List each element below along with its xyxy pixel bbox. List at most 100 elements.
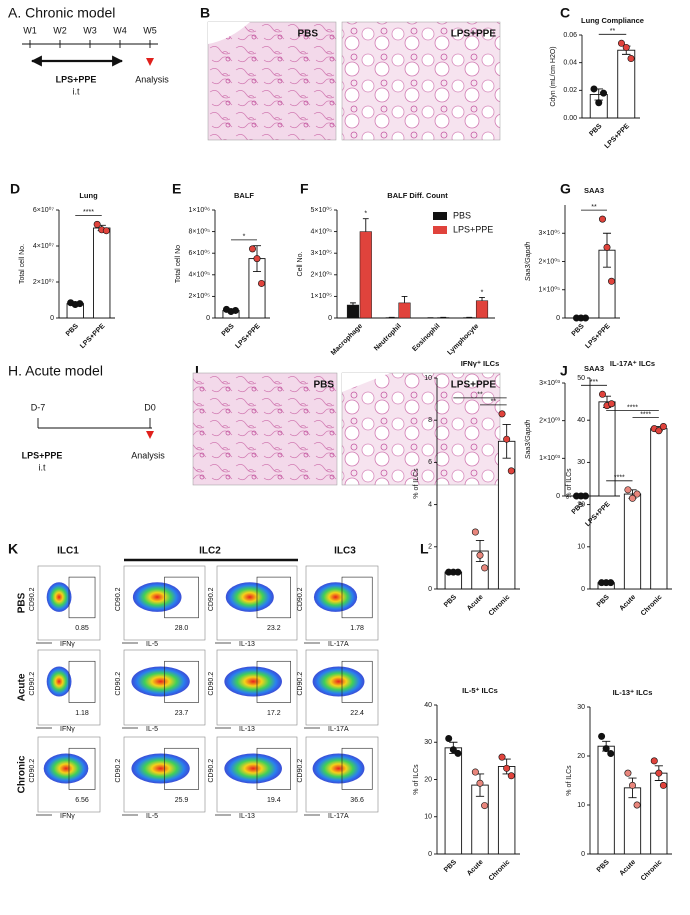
gate [341, 576, 373, 619]
density-cloud [312, 753, 365, 784]
y-tick-label: 0 [581, 851, 585, 858]
y-tick-label: 4 [428, 501, 432, 508]
data-point [617, 39, 625, 47]
sig-label: * [481, 289, 484, 296]
legend-swatch [433, 226, 447, 234]
y-axis-label: CD90.2 [115, 587, 122, 611]
data-point [608, 277, 616, 285]
y-axis-label: % of ILCs [413, 468, 420, 499]
chart-title: BALF Diff. Count [387, 191, 448, 200]
flow-plot: 1.78 IL-17A CD90.2 [297, 565, 379, 648]
x-tick-label: Chronic [488, 594, 512, 618]
data-point [471, 768, 479, 776]
data-point [503, 764, 511, 772]
route: i.t [38, 462, 46, 472]
chart-title: Lung [79, 191, 98, 200]
data-point [503, 435, 511, 443]
panel-label: L [420, 541, 429, 557]
image-label: PBS [297, 29, 318, 40]
density-cloud [46, 582, 72, 612]
timepoint: W2 [53, 25, 67, 35]
flow-plot: 0.85 IFNγ CD90.2 [29, 565, 101, 648]
y-axis-label: CD90.2 [115, 672, 122, 696]
density-cloud [313, 582, 358, 612]
bar [497, 440, 516, 590]
histology-chronic: PBS LPS+PPE [207, 21, 501, 141]
sig-label: **** [83, 209, 94, 216]
panel-label: A. Chronic model [8, 5, 115, 21]
x-tick-label: LPS+PPE [604, 123, 632, 151]
data-point [498, 753, 506, 761]
y-tick-label: 50 [577, 375, 585, 382]
data-point [476, 779, 484, 787]
x-tick-label: Chronic [640, 859, 664, 883]
gate [256, 660, 291, 703]
column-header: ILC3 [334, 546, 356, 557]
gate-percent: 23.2 [267, 625, 281, 632]
column-header: ILC2 [199, 546, 221, 557]
data-point [258, 279, 266, 287]
x-tick-label: LPS+PPE [234, 323, 262, 351]
histology-acute: PBS LPS+PPE [192, 372, 501, 486]
image-label: LPS+PPE [451, 380, 497, 391]
data-point [481, 564, 489, 572]
data-point [607, 750, 615, 758]
density-cloud [224, 666, 282, 697]
panel-label: H. Acute model [8, 363, 103, 379]
x-axis-label: IL-13 [239, 641, 255, 648]
y-axis-label: CD90.2 [29, 759, 36, 783]
y-tick-label: 0 [556, 493, 560, 500]
density-cloud [132, 582, 182, 612]
data-point [598, 732, 606, 740]
bar [444, 747, 463, 855]
data-point [454, 749, 462, 757]
x-tick-label: Acute [466, 859, 485, 878]
y-tick-label: 40 [577, 417, 585, 424]
y-axis-label: CD90.2 [208, 672, 215, 696]
bar [359, 231, 372, 319]
y-tick-label: 0.00 [563, 115, 577, 122]
x-tick-label: PBS [588, 123, 603, 138]
row-label: Acute [17, 673, 28, 701]
chart: 01×10⁰³2×10⁰³3×10⁰³SAA3Saa3/GapdhPBSLPS+… [525, 364, 620, 528]
sig-label: * [243, 234, 246, 241]
y-tick-label: 0 [556, 315, 560, 322]
density-cloud [224, 753, 282, 784]
x-tick-label: LPS+PPE [79, 323, 107, 351]
gate [164, 660, 199, 703]
data-point [102, 227, 110, 235]
y-tick-label: 6×10⁰⁷ [33, 206, 55, 214]
y-tick-label: 2×10⁰⁵ [539, 257, 561, 265]
x-tick-label: Acute [619, 594, 638, 613]
x-tick-label: PBS [443, 594, 458, 609]
data-point [600, 89, 608, 97]
y-tick-label: 30 [577, 704, 585, 711]
row-label: PBS [17, 592, 28, 613]
chart: 0 10 20 30 IL-13⁺ ILCs % of ILCs PBS Acute Chron… [566, 688, 672, 882]
bar [497, 766, 516, 855]
flow-plot: 1.18 IFNγ CD90.2 [29, 649, 101, 733]
flow-plot: 23.7 IL-5 CD90.2 [115, 649, 206, 733]
gate-percent: 17.2 [267, 710, 281, 717]
image-label: PBS [313, 380, 334, 391]
bar [398, 302, 411, 319]
data-point [76, 300, 84, 308]
y-tick-label: 0 [50, 315, 54, 322]
data-point [582, 314, 590, 322]
y-tick-label: 0 [328, 315, 332, 322]
density-cloud [312, 666, 365, 697]
density-cloud [131, 666, 190, 697]
gate-percent: 36.6 [350, 797, 364, 804]
chronic-timeline: W1 W2 W3 W4 W5 LPS+PPE i.t Analysis [22, 25, 169, 96]
x-tick-label: Neutrophil [373, 323, 403, 353]
y-axis-label: % of ILCs [413, 764, 420, 795]
y-axis-label: Cdyn (mL/cm H2O) [550, 46, 557, 106]
y-tick-label: 1×10⁰³ [539, 454, 561, 462]
endpoint: Analysis [135, 74, 169, 84]
y-axis-label: Cell No. [297, 252, 304, 277]
gate [164, 576, 199, 619]
x-axis-label: IL-5 [146, 641, 158, 648]
y-tick-label: 6×10⁰⁵ [189, 249, 211, 257]
density-cloud [43, 753, 89, 784]
y-tick-label: 0 [428, 586, 432, 593]
